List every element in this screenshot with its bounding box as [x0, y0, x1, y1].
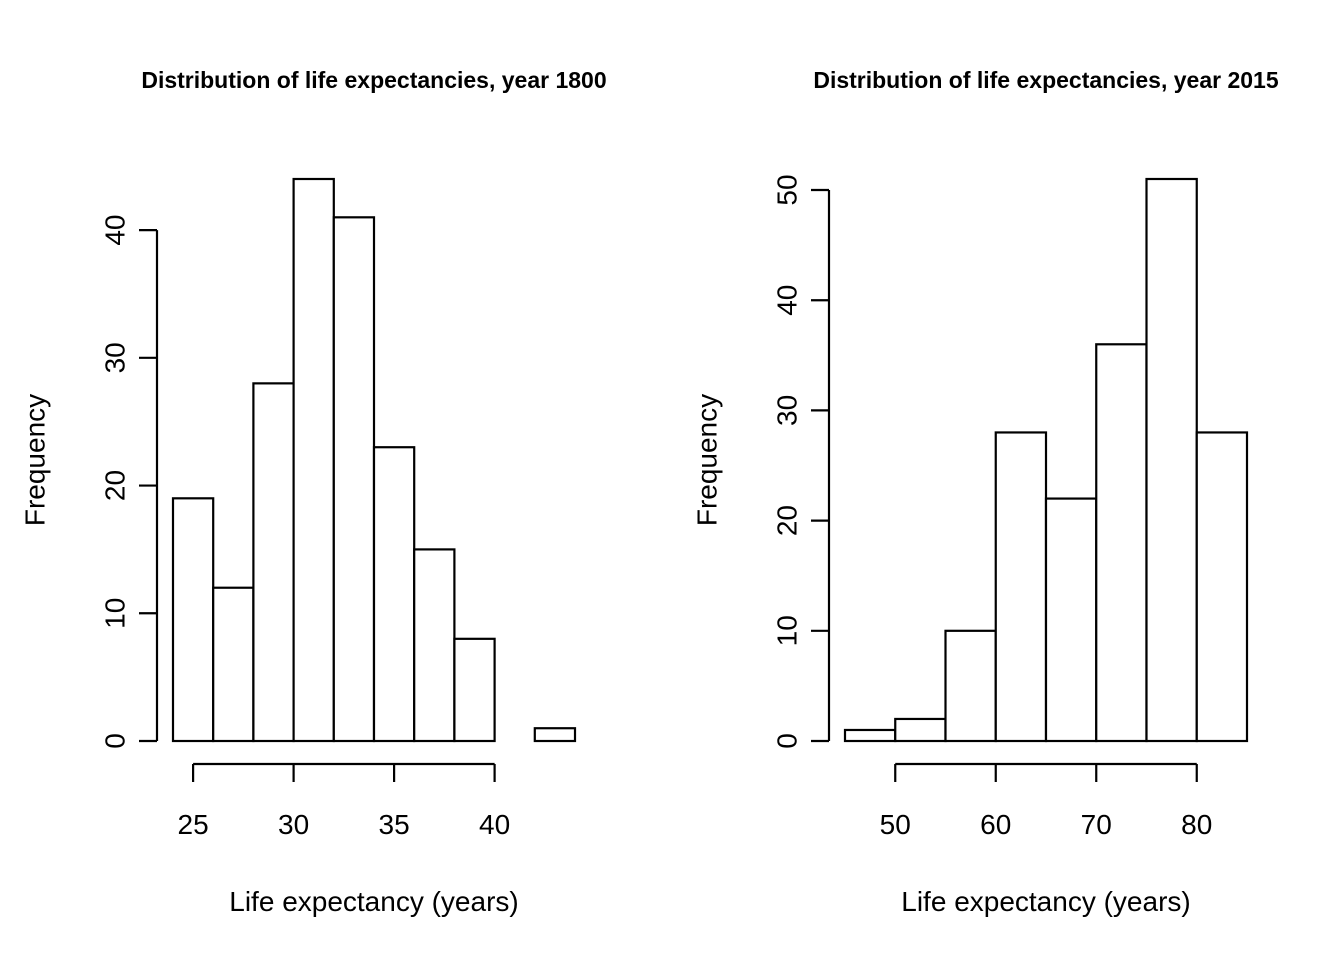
histogram-bar [1044, 497, 1098, 743]
y-tick-label: 0 [772, 733, 803, 749]
y-tick-label: 30 [772, 395, 803, 426]
x-tick-label: 70 [1081, 809, 1112, 840]
histogram-bar [894, 717, 947, 743]
y-axis-label: Frequency [692, 394, 723, 526]
chart-title: Distribution of life expectancies, year … [813, 67, 1278, 93]
histogram-panel-2: Distribution of life expectancies, year … [692, 67, 1279, 917]
x-axis-label: Life expectancy (years) [229, 886, 518, 917]
histogram-bar [994, 431, 1048, 743]
histogram-bar [1195, 431, 1249, 743]
x-tick-label: 80 [1181, 809, 1212, 840]
y-tick-label: 40 [100, 215, 131, 246]
x-tick-label: 50 [880, 809, 911, 840]
y-axis-label: Frequency [20, 394, 51, 526]
histogram-bar [413, 548, 456, 743]
y-tick-label: 30 [100, 342, 131, 373]
x-tick-label: 30 [278, 809, 309, 840]
y-tick-label: 20 [772, 505, 803, 536]
y-tick-label: 50 [772, 174, 803, 205]
x-tick-label: 35 [379, 809, 410, 840]
histogram-bar [944, 629, 997, 743]
chart-title: Distribution of life expectancies, year … [141, 67, 606, 93]
histogram-bar [252, 382, 295, 743]
y-tick-label: 10 [772, 615, 803, 646]
y-tick-label: 10 [100, 598, 131, 629]
histogram-bar [292, 177, 335, 743]
histogram-bar [171, 497, 215, 743]
histogram-bar [1095, 343, 1148, 743]
histogram-bar [533, 727, 577, 743]
histogram-bar [843, 728, 897, 743]
x-tick-label: 40 [479, 809, 510, 840]
histogram-bar [1145, 177, 1198, 743]
histogram-bar [212, 586, 255, 743]
histogram-bar [332, 216, 376, 743]
histogram-bar [453, 637, 496, 743]
histogram-panel-1: Distribution of life expectancies, year … [20, 67, 607, 917]
y-tick-label: 40 [772, 285, 803, 316]
y-tick-label: 0 [100, 733, 131, 749]
x-axis-label: Life expectancy (years) [901, 886, 1190, 917]
y-tick-label: 20 [100, 470, 131, 501]
x-tick-label: 25 [178, 809, 209, 840]
histogram-bar [372, 446, 416, 743]
x-tick-label: 60 [980, 809, 1011, 840]
